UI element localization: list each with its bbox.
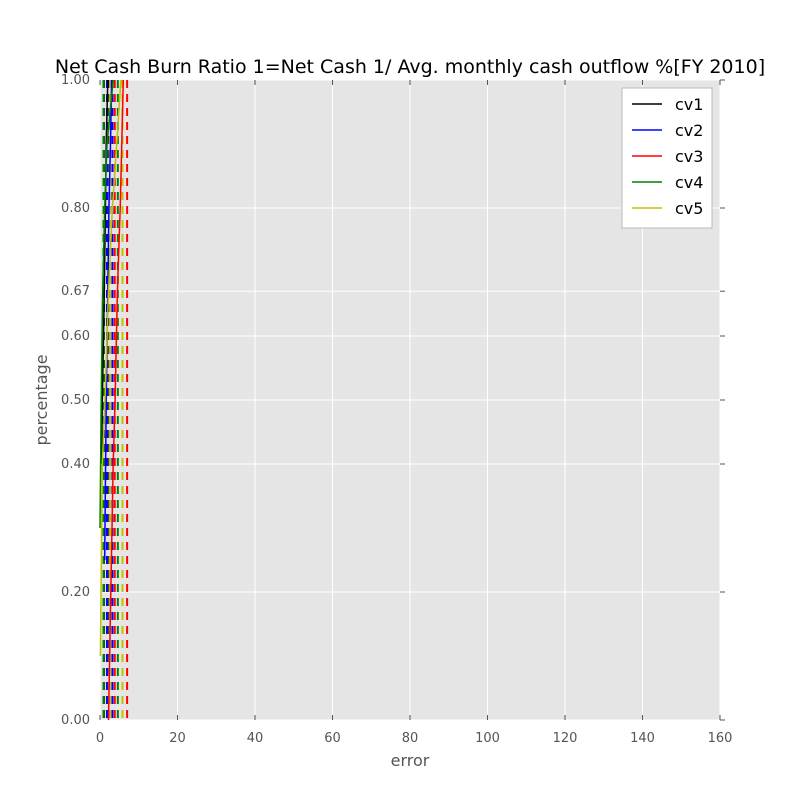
series-layer: [99, 79, 129, 721]
series-cv1-line: [100, 79, 109, 465]
legend-label-cv1: cv1: [675, 95, 703, 114]
legend-label-cv3: cv3: [675, 147, 703, 166]
y-tick-label: 0.60: [61, 329, 90, 344]
y-tick-label: 0.00: [61, 713, 90, 728]
series-cv4-line: [99, 79, 114, 529]
y-tick-label: 1.00: [61, 73, 90, 88]
series-cv2-line: [103, 79, 113, 561]
x-tick-label: 160: [708, 731, 733, 746]
x-tick-label: 100: [475, 731, 500, 746]
legend-box: [621, 87, 713, 229]
x-tick-label: 60: [324, 731, 341, 746]
axis-ticks: 0 20 40 60 80 100 120 140 160 0.00 0.20 0.40 0.50 0.6…: [61, 73, 732, 746]
x-tick-label: 80: [402, 731, 419, 746]
y-tick-label: 0.80: [61, 201, 90, 216]
series-cv5-line: [99, 79, 122, 657]
y-tick-label: 0.40: [61, 457, 90, 472]
x-tick-label: 40: [247, 731, 264, 746]
x-axis-label: error: [391, 751, 430, 770]
legend-label-cv4: cv4: [675, 173, 703, 192]
x-tick-label: 120: [553, 731, 578, 746]
x-tick-label: 20: [169, 731, 186, 746]
y-axis-label: percentage: [32, 354, 51, 445]
series-cv3-line: [107, 79, 125, 721]
y-tick-label: 0.50: [61, 393, 90, 408]
y-tick-label: 0.20: [61, 585, 90, 600]
legend: cv1 cv2 cv3 cv4 cv5: [621, 87, 713, 229]
x-tick-label: 0: [96, 731, 104, 746]
y-tick-label: 0.67: [61, 284, 90, 299]
chart-title: Net Cash Burn Ratio 1=Net Cash 1/ Avg. m…: [55, 56, 765, 78]
x-tick-label: 140: [630, 731, 655, 746]
legend-label-cv5: cv5: [675, 199, 703, 218]
legend-label-cv2: cv2: [675, 121, 703, 140]
